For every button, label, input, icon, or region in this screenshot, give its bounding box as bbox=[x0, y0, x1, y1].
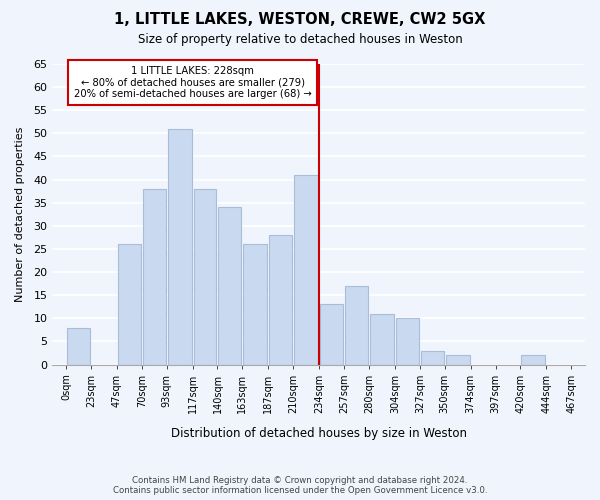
Bar bbox=[396, 318, 419, 364]
X-axis label: Distribution of detached houses by size in Weston: Distribution of detached houses by size … bbox=[170, 427, 467, 440]
Bar bbox=[446, 356, 470, 364]
Bar bbox=[345, 286, 368, 364]
Text: 1 LITTLE LAKES: 228sqm
← 80% of detached houses are smaller (279)
20% of semi-de: 1 LITTLE LAKES: 228sqm ← 80% of detached… bbox=[74, 66, 311, 99]
Bar bbox=[320, 304, 343, 364]
Bar bbox=[244, 244, 268, 364]
Bar bbox=[67, 328, 90, 364]
Bar bbox=[118, 244, 141, 364]
Bar bbox=[521, 356, 545, 364]
Bar bbox=[294, 175, 318, 364]
Bar bbox=[194, 189, 217, 364]
Text: 1, LITTLE LAKES, WESTON, CREWE, CW2 5GX: 1, LITTLE LAKES, WESTON, CREWE, CW2 5GX bbox=[115, 12, 485, 28]
Bar bbox=[143, 189, 166, 364]
Text: Size of property relative to detached houses in Weston: Size of property relative to detached ho… bbox=[137, 32, 463, 46]
Bar bbox=[167, 128, 191, 364]
Bar bbox=[218, 208, 241, 364]
Text: Contains HM Land Registry data © Crown copyright and database right 2024.
Contai: Contains HM Land Registry data © Crown c… bbox=[113, 476, 487, 495]
Bar bbox=[370, 314, 394, 364]
Y-axis label: Number of detached properties: Number of detached properties bbox=[15, 126, 25, 302]
Bar bbox=[269, 235, 292, 364]
Bar bbox=[421, 350, 444, 364]
